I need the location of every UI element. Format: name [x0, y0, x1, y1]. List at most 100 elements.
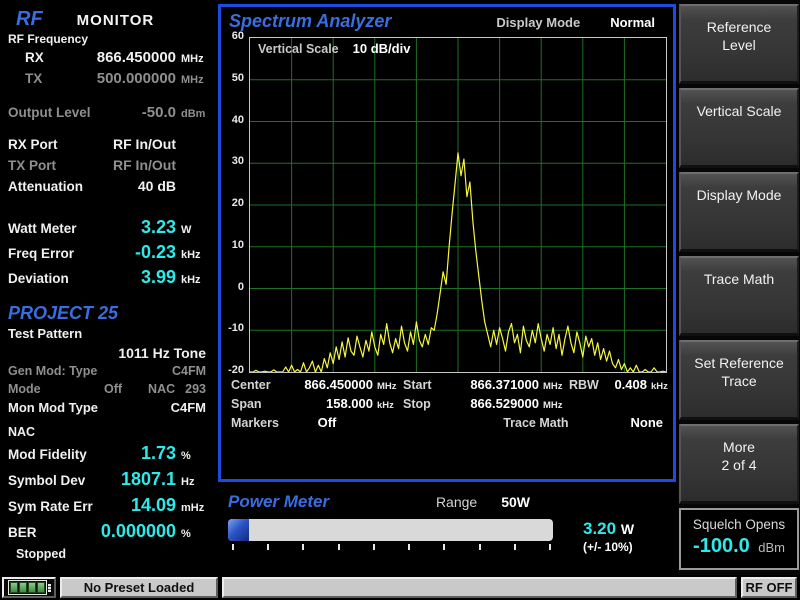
rx-frequency-value[interactable]: 866.450000	[97, 49, 176, 66]
softkey-line: Level	[681, 36, 797, 54]
center-label: Center	[231, 378, 281, 392]
mod-fidelity-unit: %	[176, 450, 212, 462]
rbw-label: RBW	[569, 378, 605, 392]
rx-label: RX	[8, 50, 97, 65]
rbw-value: 0.408	[605, 377, 647, 392]
deviation-row: Deviation 3.99 kHz	[8, 267, 212, 292]
tx-frequency-value[interactable]: 500.000000	[97, 70, 176, 87]
power-meter-bar	[228, 519, 553, 541]
softkey-line: Trace	[681, 372, 797, 390]
tx-frequency-row: TX 500.000000 MHz	[8, 70, 212, 91]
output-level-row: Output Level -50.0 dBm	[8, 104, 212, 125]
softkey-set-reference-trace[interactable]: Set Reference Trace	[679, 340, 799, 420]
vertical-scale-value: 10 dB/div	[353, 41, 411, 56]
softkey-line: Vertical Scale	[681, 102, 797, 120]
rx-port-value[interactable]: RF In/Out	[113, 136, 176, 152]
y-axis-tick: 60	[221, 30, 244, 42]
spectrum-analyzer-window: Spectrum Analyzer Display Mode Normal 60…	[218, 4, 676, 482]
project25-title: PROJECT 25	[8, 303, 212, 326]
markers-value[interactable]: Off	[281, 415, 373, 430]
display-mode-label: Display Mode	[496, 15, 580, 30]
battery-segment	[10, 582, 18, 593]
center-value[interactable]: 866.450000	[281, 377, 373, 392]
start-value[interactable]: 866.371000	[447, 377, 539, 392]
battery-indicator	[2, 577, 56, 598]
rf-off-indicator[interactable]: RF OFF	[741, 577, 797, 598]
trace-math-value[interactable]: None	[631, 415, 664, 430]
squelch-opens-field[interactable]: Squelch Opens -100.0 dBm	[679, 508, 799, 570]
power-meter-tick	[338, 544, 340, 550]
mod-fidelity-row: Mod Fidelity 1.73 %	[8, 443, 212, 469]
stop-label: Stop	[403, 397, 447, 411]
softkey-trace-math[interactable]: Trace Math	[679, 256, 799, 336]
spectrum-info-row-2: Span 158.000 kHz Stop 866.529000 MHz	[221, 396, 673, 415]
watt-meter-value: 3.23	[141, 217, 176, 238]
symbol-dev-row: Symbol Dev 1807.1 Hz	[8, 469, 212, 495]
stop-value[interactable]: 866.529000	[447, 396, 539, 411]
power-meter-unit: W	[621, 521, 634, 537]
instrument-screen: RF MONITOR RF Frequency RX 866.450000 MH…	[0, 0, 800, 600]
display-mode-value[interactable]: Normal	[610, 15, 655, 30]
power-meter-tick	[302, 544, 304, 550]
power-meter-body: 3.20 W (+/- 10%)	[228, 519, 668, 554]
span-value[interactable]: 158.000	[281, 396, 373, 411]
deviation-unit: kHz	[176, 274, 212, 286]
range-value[interactable]: 50W	[501, 494, 530, 510]
gen-mod-row: Gen Mod: Type C4FM	[8, 364, 212, 382]
output-level-value[interactable]: -50.0	[142, 104, 176, 121]
sym-rate-err-label: Sym Rate Err	[8, 499, 131, 514]
ber-row: BER 0.000000 %	[8, 521, 212, 547]
power-meter-tick	[408, 544, 410, 550]
squelch-unit: dBm	[758, 540, 785, 555]
tx-frequency-unit: MHz	[176, 74, 212, 86]
sym-rate-err-row: Sym Rate Err 14.09 mHz	[8, 495, 212, 521]
status-bar: No Preset Loaded RF OFF	[0, 575, 800, 600]
tx-port-value[interactable]: RF In/Out	[113, 157, 176, 173]
output-level-unit: dBm	[176, 108, 212, 120]
mon-mod-value[interactable]: C4FM	[171, 400, 206, 415]
markers-label: Markers	[231, 416, 281, 430]
preset-status[interactable]: No Preset Loaded	[60, 577, 218, 598]
span-unit: kHz	[373, 400, 403, 411]
start-label: Start	[403, 378, 447, 392]
mode-value[interactable]: Off	[104, 382, 122, 396]
status-message-area	[222, 577, 737, 598]
nac-gen-label: NAC	[148, 382, 175, 396]
start-unit: MHz	[539, 381, 569, 392]
freq-error-value: -0.23	[135, 242, 176, 263]
softkey-line: Set Reference	[681, 354, 797, 372]
battery-segment	[19, 582, 27, 593]
softkey-display-mode[interactable]: Display Mode	[679, 172, 799, 252]
freq-error-row: Freq Error -0.23 kHz	[8, 242, 212, 267]
attenuation-value[interactable]: 40 dB	[138, 178, 176, 194]
mod-fidelity-label: Mod Fidelity	[8, 447, 141, 462]
spectrum-info-row-1: Center 866.450000 MHz Start 866.371000 M…	[221, 377, 673, 396]
test-pattern-value[interactable]: 1011 Hz Tone	[8, 345, 212, 364]
gen-mod-value[interactable]: C4FM	[172, 364, 206, 378]
nac-gen-value[interactable]: 293	[185, 382, 206, 396]
rf-frequency-section-label: RF Frequency	[8, 32, 212, 49]
freq-error-label: Freq Error	[8, 246, 135, 261]
power-meter-tick	[514, 544, 516, 550]
power-meter-title: Power Meter	[228, 492, 329, 512]
y-axis-tick: 10	[221, 239, 244, 251]
range-label: Range	[436, 494, 477, 510]
attenuation-label: Attenuation	[8, 179, 138, 194]
spectrum-info-row-3: Markers Off Trace Math None	[221, 415, 673, 434]
y-axis-tick: 40	[221, 114, 244, 126]
spectrum-title: Spectrum Analyzer	[229, 11, 391, 32]
deviation-value: 3.99	[141, 267, 176, 288]
power-meter-tolerance: (+/- 10%)	[583, 540, 634, 554]
softkey-reference-level[interactable]: Reference Level	[679, 4, 799, 84]
power-meter-tick	[479, 544, 481, 550]
tx-label: TX	[8, 71, 97, 86]
battery-segment	[37, 582, 45, 593]
gen-mod-label: Gen Mod: Type	[8, 364, 97, 378]
power-meter-tick	[232, 544, 234, 550]
output-level-label: Output Level	[8, 105, 142, 120]
tx-port-row: TX Port RF In/Out	[8, 157, 212, 178]
softkey-more[interactable]: More 2 of 4	[679, 424, 799, 504]
softkey-vertical-scale[interactable]: Vertical Scale	[679, 88, 799, 168]
y-axis-tick: 0	[221, 281, 244, 293]
symbol-dev-label: Symbol Dev	[8, 473, 121, 488]
